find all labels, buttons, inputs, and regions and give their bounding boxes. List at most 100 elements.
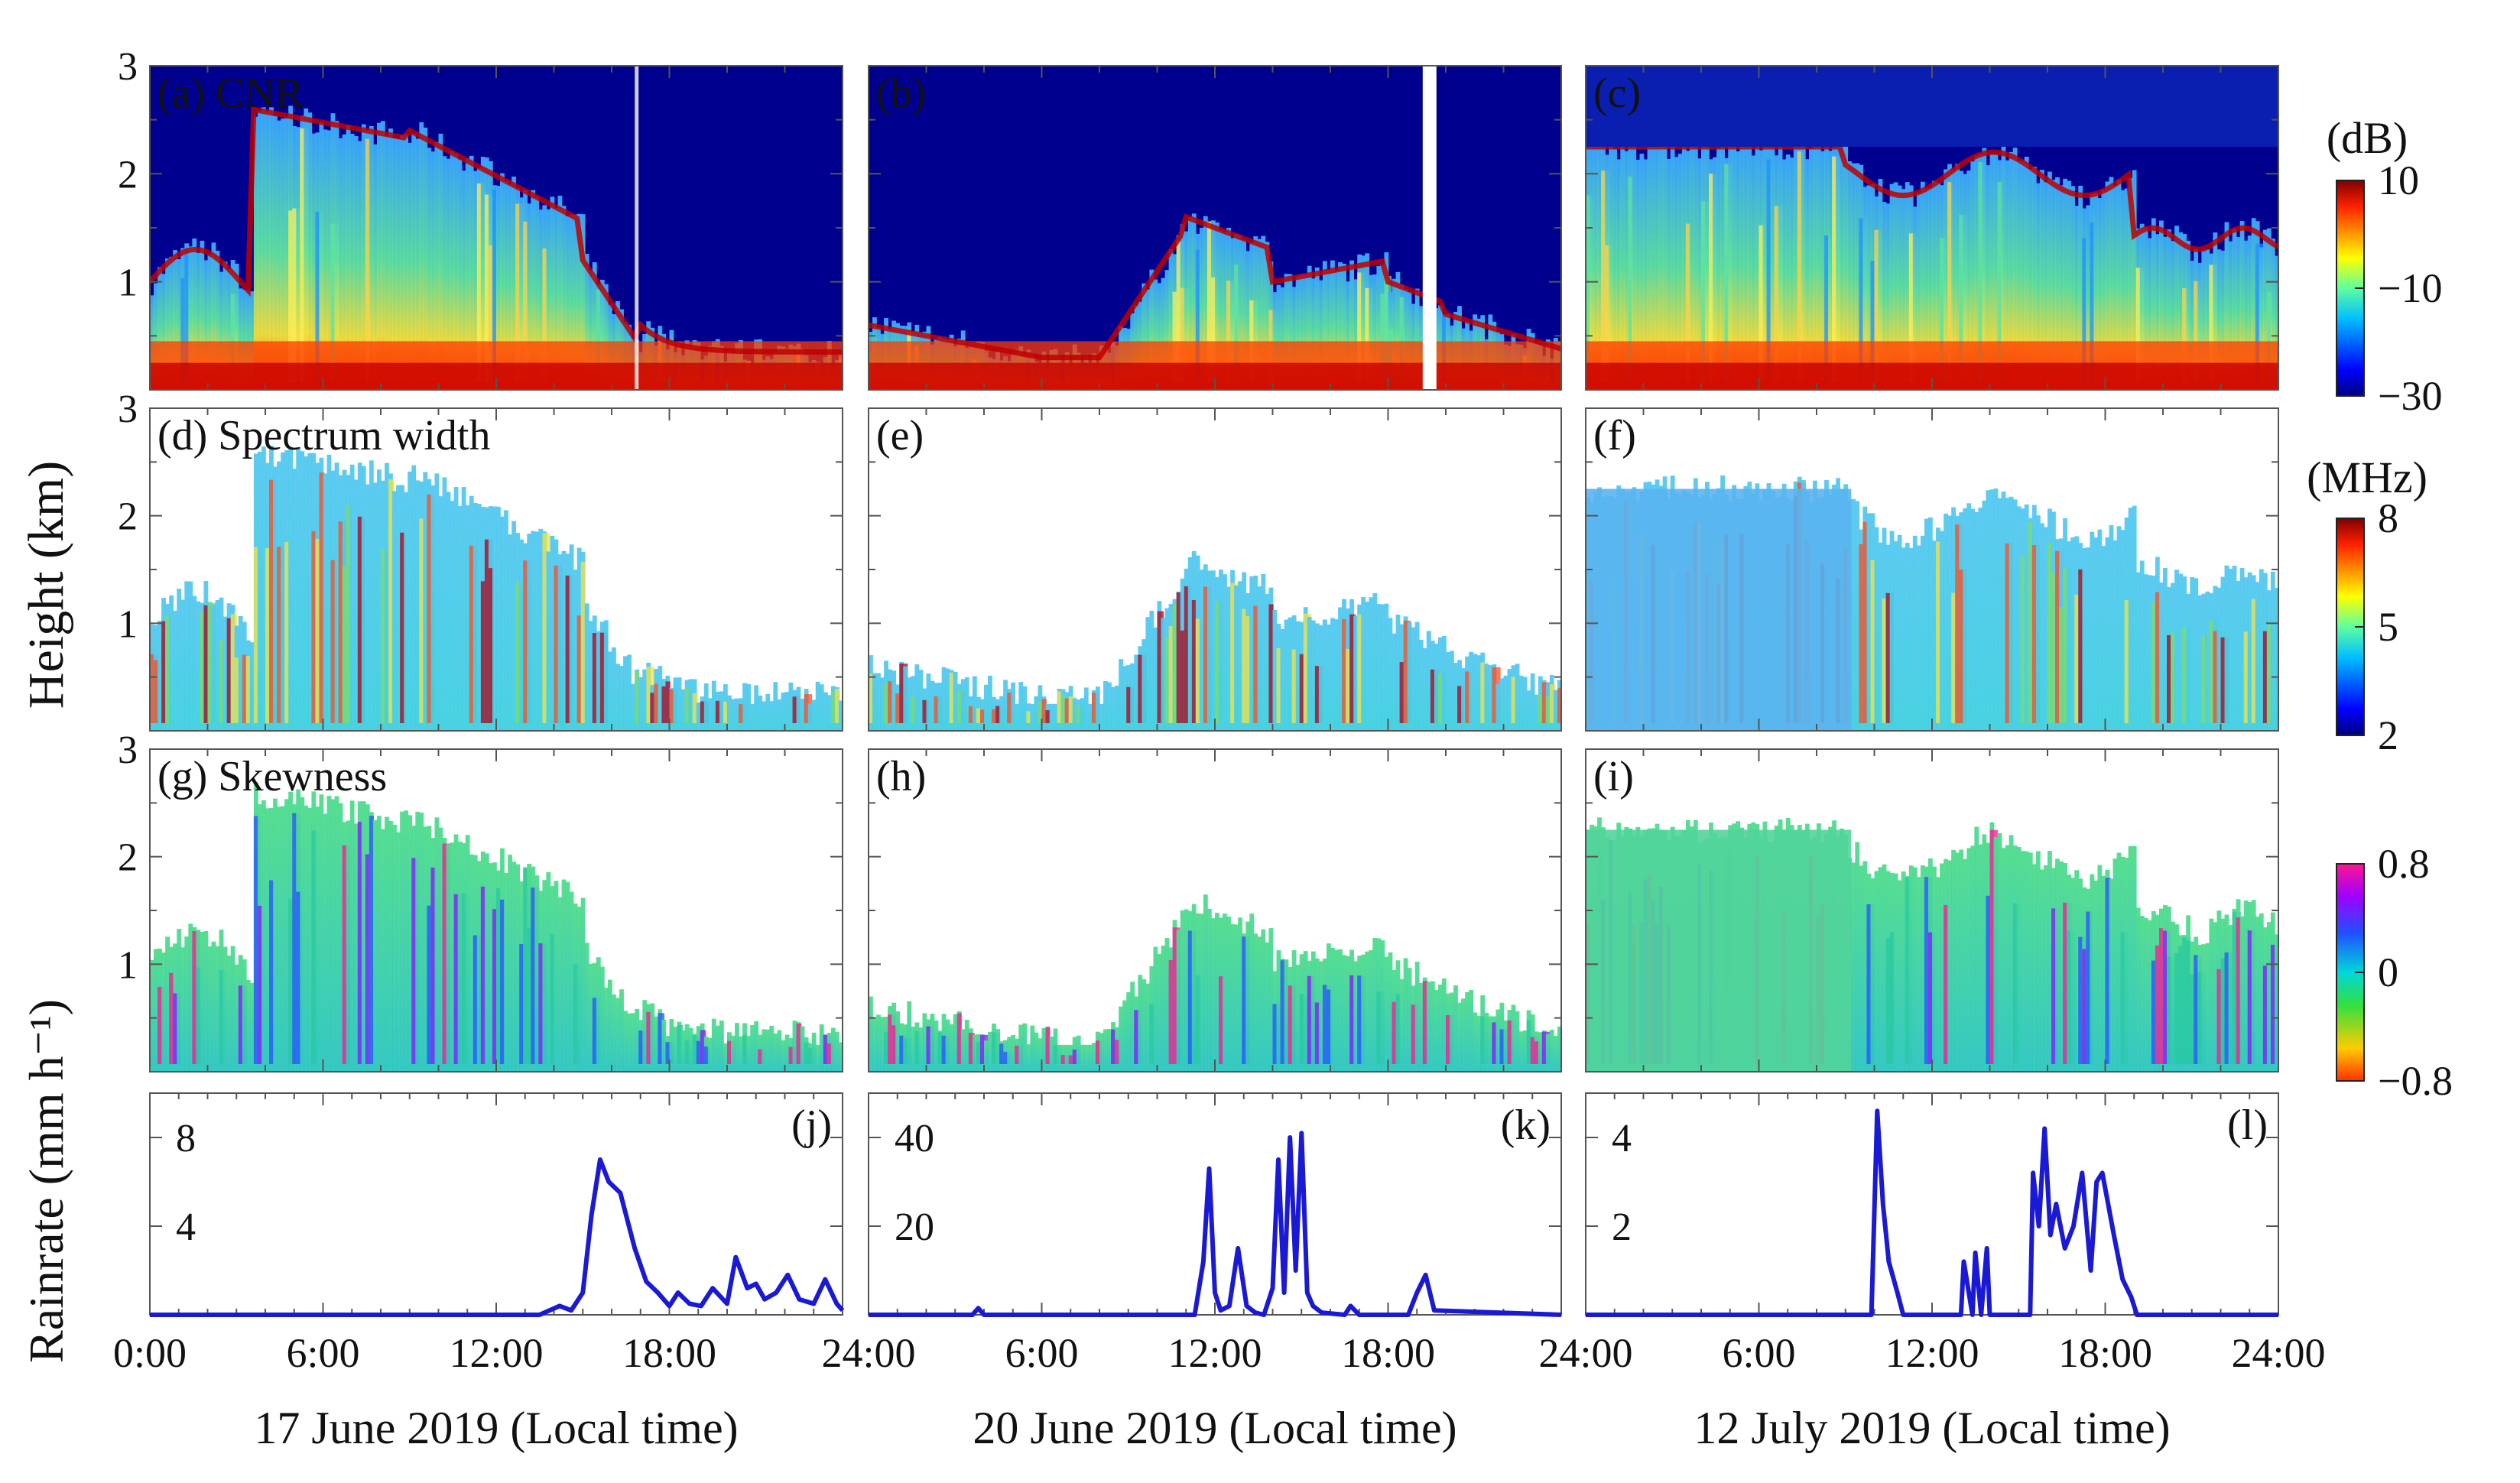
heatmap-streak xyxy=(1057,691,1063,723)
heatmap-column xyxy=(307,807,313,1072)
heatmap-column xyxy=(945,1019,950,1072)
panel-label-j: (j) xyxy=(791,1102,832,1149)
heatmap-cells xyxy=(869,66,1561,390)
x-tick-label: 12:00 xyxy=(449,1330,543,1376)
heatmap-column xyxy=(207,946,213,1072)
heatmap-column xyxy=(1476,655,1482,731)
heatmap-streak xyxy=(1685,223,1690,382)
y-tick-label: 2 xyxy=(118,836,138,880)
heatmap-streak xyxy=(1545,696,1554,723)
heatmap-column xyxy=(1982,500,1987,731)
heatmap-streak xyxy=(419,518,427,723)
heatmap-column xyxy=(784,692,790,731)
cloud-edge xyxy=(150,105,843,355)
heatmap-column xyxy=(615,998,620,1072)
x-tick-label: 24:00 xyxy=(821,1330,915,1376)
heatmap-column xyxy=(1940,863,1944,1072)
heatmap-streak xyxy=(2051,573,2058,723)
heatmap-column xyxy=(1453,663,1458,731)
heatmap-column xyxy=(1234,585,1239,731)
heatmap-column xyxy=(538,209,544,390)
heatmap-column xyxy=(1149,610,1154,731)
heatmap-streak xyxy=(1172,927,1180,1064)
heatmap-column xyxy=(261,446,266,731)
heatmap-column xyxy=(1966,170,1972,390)
heatmap-column xyxy=(1206,908,1212,1072)
heatmap-column xyxy=(1982,834,1987,1072)
heatmap-column xyxy=(392,138,397,390)
heatmap-column xyxy=(334,462,339,731)
heatmap-column xyxy=(1210,918,1216,1072)
heatmap-streak xyxy=(427,905,434,1064)
heatmap-streak xyxy=(937,1032,943,1064)
heatmap-column xyxy=(361,124,366,390)
heatmap-column xyxy=(1970,845,1976,1072)
heatmap-column xyxy=(211,941,216,1072)
heatmap-column xyxy=(2270,571,2275,731)
heatmap-streak xyxy=(365,854,371,1064)
heatmap-column xyxy=(1974,826,1979,1072)
heatmap-column xyxy=(2139,560,2145,731)
heatmap-column xyxy=(381,829,385,1072)
heatmap-streak xyxy=(1091,693,1099,723)
heatmap-column xyxy=(2209,918,2214,1072)
heatmap-column xyxy=(762,1029,767,1072)
heatmap-column xyxy=(1897,185,1902,390)
heatmap-column xyxy=(2163,567,2168,731)
heatmap-column xyxy=(2039,869,2044,1072)
heatmap-column xyxy=(1234,924,1239,1072)
heatmap-streak xyxy=(592,998,600,1064)
heatmap-column xyxy=(1905,182,1910,390)
rainrate-panel-l xyxy=(1585,1092,2279,1317)
heatmap-streak xyxy=(2051,908,2058,1064)
heatmap-column xyxy=(2043,865,2048,1072)
heatmap-streak xyxy=(2220,958,2226,1064)
labels-layer: (a) CNR 3 2 1 (b) (c) (d) Spectrum width 3 2 1 (e)… xyxy=(18,45,2453,1453)
heatmap-column xyxy=(1223,232,1227,390)
heatmap-column xyxy=(612,994,616,1072)
date-label: 12 July 2019 (Local time) xyxy=(1694,1403,2170,1453)
heatmap-column xyxy=(1689,135,1694,390)
heatmap-panel-f xyxy=(1585,407,2279,732)
heatmap-column xyxy=(1488,665,1493,731)
heatmap-column xyxy=(1022,686,1028,731)
heatmap-column xyxy=(1249,576,1255,731)
heatmap-column xyxy=(461,486,466,731)
heatmap-column xyxy=(953,1014,958,1072)
heatmap-column xyxy=(281,806,285,1072)
heatmap-column xyxy=(2239,916,2245,1072)
heatmap-streak xyxy=(979,709,986,723)
heatmap-column xyxy=(457,159,463,390)
heatmap-streak xyxy=(253,816,261,1064)
heatmap-column xyxy=(1057,1044,1062,1072)
heatmap-column xyxy=(2043,182,2048,390)
heatmap-streak xyxy=(219,970,226,1064)
heatmap-streak xyxy=(1180,630,1188,723)
heatmap-column xyxy=(2158,582,2164,731)
heatmap-streak xyxy=(650,693,658,723)
heatmap-column xyxy=(450,842,455,1072)
heatmap-streak xyxy=(1026,711,1031,723)
heatmap-streak xyxy=(234,657,241,723)
panel-label-b: (b) xyxy=(876,70,926,117)
heatmap-column xyxy=(1647,143,1652,390)
heatmap-column xyxy=(234,964,239,1072)
heatmap-column xyxy=(500,173,505,390)
uniform-layer xyxy=(1586,829,1852,1072)
heatmap-column xyxy=(964,1019,969,1072)
heatmap-column xyxy=(1284,619,1289,731)
heatmap-streak xyxy=(1511,677,1518,723)
heatmap-column xyxy=(1624,151,1629,390)
heatmap-column xyxy=(1111,686,1115,731)
heatmap-column xyxy=(2259,913,2264,1072)
heatmap-column xyxy=(1549,1030,1554,1072)
heatmap-column xyxy=(819,684,824,731)
heatmap-column xyxy=(1276,284,1281,390)
heatmap-streak xyxy=(461,893,469,1064)
heatmap-column xyxy=(1469,989,1474,1072)
y-tick-label: 3 xyxy=(118,45,138,89)
heatmap-streak xyxy=(1303,613,1311,723)
heatmap-column xyxy=(1365,602,1370,731)
heatmap-column xyxy=(1338,949,1343,1072)
